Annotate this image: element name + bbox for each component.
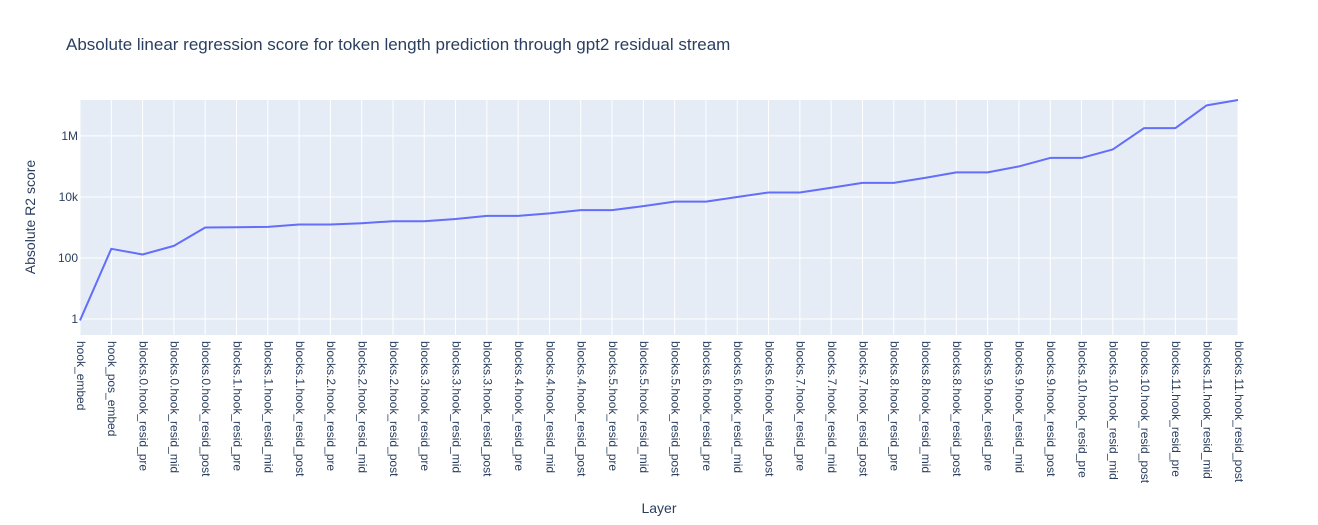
data-point [453,216,459,222]
x-tick-label: blocks.9.hook_resid_mid [1013,341,1027,473]
grid [79,100,1239,335]
y-tick-label: 100 [58,251,78,265]
x-tick-label: blocks.10.hook_resid_post [1138,341,1152,484]
x-tick-label: blocks.1.hook_resid_mid [262,341,276,473]
data-point [546,210,552,216]
series [79,97,1241,321]
x-tick-label: blocks.10.hook_resid_mid [1107,341,1121,480]
x-tick-label: blocks.8.hook_resid_pre [888,341,902,471]
x-tick-label: blocks.4.hook_resid_mid [543,341,557,473]
data-point [1235,97,1241,103]
data-point [108,246,114,252]
y-axis-title: Absolute R2 score [22,160,38,275]
data-point [859,180,865,186]
x-tick-label: blocks.7.hook_resid_post [856,341,870,477]
x-tick-label: blocks.5.hook_resid_mid [637,341,651,473]
x-tick-label: blocks.0.hook_resid_post [199,341,213,477]
x-axis-title: Layer [641,500,676,516]
data-point [140,252,146,258]
x-tick-label: blocks.3.hook_resid_mid [449,341,463,473]
data-point [922,175,928,181]
x-tick-label: blocks.9.hook_resid_post [1044,341,1058,477]
data-point [296,222,302,228]
data-point [953,169,959,175]
x-tick-label: blocks.7.hook_resid_mid [825,341,839,473]
x-tick-labels: hook_embed hook_pos_embed blocks.0.hook_re… [74,341,1246,484]
data-point [891,180,897,186]
x-tick-label: blocks.3.hook_resid_post [481,341,495,477]
x-tick-label: blocks.5.hook_resid_pre [606,341,620,471]
x-tick-label: blocks.7.hook_resid_pre [794,341,808,471]
y-tick-label: 1 [71,312,78,326]
data-point [1079,155,1085,161]
x-tick-label: blocks.4.hook_resid_post [575,341,589,477]
x-tick-label: blocks.11.hook_resid_post [1232,341,1246,483]
x-tick-label: blocks.11.hook_resid_pre [1169,341,1183,477]
data-point [640,203,646,209]
data-point [359,220,365,226]
x-tick-label: blocks.6.hook_resid_mid [731,341,745,473]
data-point [578,207,584,213]
x-tick-label: blocks.8.hook_resid_post [950,341,964,477]
x-tick-label: blocks.11.hook_resid_mid [1201,341,1215,479]
x-tick-label: blocks.1.hook_resid_pre [230,341,244,471]
x-tick-label: blocks.8.hook_resid_mid [919,341,933,473]
data-point [672,199,678,205]
data-point [797,189,803,195]
data-point [703,199,709,205]
y-tick-labels: 1 100 10k 1M [58,129,79,326]
data-point [1110,146,1116,152]
data-point [233,224,239,230]
x-tick-label: blocks.3.hook_resid_pre [418,341,432,471]
data-point [265,224,271,230]
data-point [515,213,521,219]
x-tick-label: blocks.2.hook_resid_mid [356,341,370,473]
x-tick-label: blocks.5.hook_resid_post [668,341,682,477]
data-point [734,194,740,200]
data-point [327,222,333,228]
data-point [421,218,427,224]
x-tick-label: blocks.6.hook_resid_pre [700,341,714,471]
x-tick-label: blocks.0.hook_resid_mid [168,341,182,473]
data-point [766,189,772,195]
data-point [985,169,991,175]
x-tick-label: blocks.1.hook_resid_post [293,341,307,477]
data-point [609,207,615,213]
data-point [1047,155,1053,161]
y-tick-label: 1M [61,129,78,143]
x-tick-label: blocks.4.hook_resid_pre [512,341,526,471]
x-tick-label: blocks.2.hook_resid_pre [324,341,338,471]
data-point [390,218,396,224]
plot-background [80,100,1238,335]
y-tick-label: 10k [59,190,79,204]
data-point [828,185,834,191]
data-point [1204,102,1210,108]
x-tick-label: blocks.6.hook_resid_post [762,341,776,477]
x-tick-label: blocks.9.hook_resid_pre [981,341,995,471]
data-point [171,243,177,249]
data-point [1016,163,1022,169]
data-point [202,224,208,230]
data-point [1141,125,1147,131]
x-tick-label: blocks.2.hook_resid_post [387,341,401,477]
x-tick-label: hook_embed [74,341,88,410]
data-point [1172,125,1178,131]
data-point [484,213,490,219]
x-tick-label: blocks.10.hook_resid_pre [1075,341,1089,478]
x-tick-label: blocks.0.hook_resid_pre [136,341,150,471]
x-tick-label: hook_pos_embed [105,341,119,436]
chart-title: Absolute linear regression score for tok… [66,35,730,54]
series-line [79,99,1239,321]
